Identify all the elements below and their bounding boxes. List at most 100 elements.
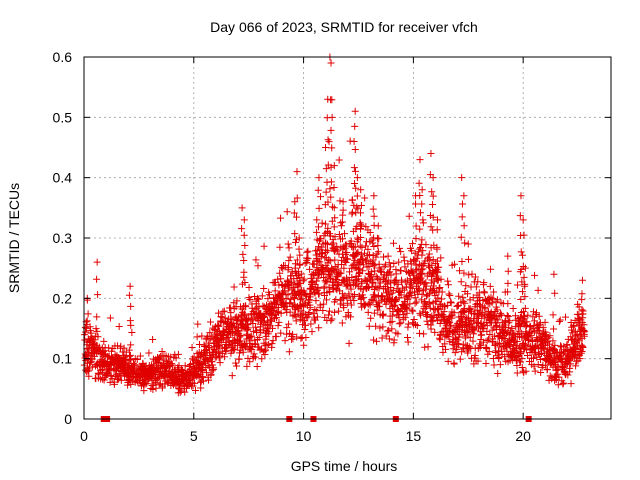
data-point [277,309,285,317]
data-point [245,294,253,302]
data-point [276,243,284,251]
data-point [284,266,292,274]
data-point [545,340,553,348]
data-point [116,372,124,380]
data-point [262,346,270,354]
data-point [388,312,396,320]
data-point [220,353,228,361]
data-point [300,303,308,311]
data-point [284,240,292,248]
data-point [247,332,255,340]
data-point [408,240,416,248]
data-point [364,245,372,253]
data-point [429,256,437,264]
data-point [316,237,324,245]
x-tick-label: 10 [296,428,312,444]
data-point [426,304,434,312]
data-point [405,212,413,220]
data-point [418,186,426,194]
data-point [301,326,309,334]
data-point [575,311,583,319]
data-point [88,363,96,371]
data-point [328,315,336,323]
data-point [549,337,557,345]
data-point [411,257,419,265]
data-point [505,324,513,332]
data-point [335,280,343,288]
data-point [292,306,300,314]
data-point [509,304,517,312]
data-point [295,245,303,253]
data-point [209,365,217,373]
data-point [426,313,434,321]
data-point [465,307,473,315]
data-point [493,306,501,314]
data-point [444,281,452,289]
data-point [148,382,156,390]
data-point [578,325,586,333]
data-point [549,311,557,319]
data-point [408,247,416,255]
data-point [289,284,297,292]
data-point [361,194,369,202]
data-point [472,283,480,291]
data-point [350,201,358,209]
data-point [145,349,153,357]
data-point [369,205,377,213]
data-point [94,291,102,299]
data-point [330,162,338,170]
data-point [415,245,423,253]
data-point [358,243,366,251]
data-point [518,355,526,363]
data-point [265,340,273,348]
data-point [287,335,295,343]
data-point [408,306,416,314]
data-point [518,288,526,296]
data-point [384,287,392,295]
data-point [353,203,361,211]
data-point [433,245,441,253]
data-point [512,342,520,350]
data-point [347,313,355,321]
data-point [313,277,321,285]
data-point [266,291,274,299]
data-point [356,255,364,263]
data-point [460,192,468,200]
data-point [447,299,455,307]
data-point [336,287,344,295]
data-point [241,278,249,286]
data-point [437,254,445,262]
data-point [453,345,461,353]
data-point [408,268,416,276]
data-point [349,251,357,259]
data-point [85,372,93,380]
data-point [175,362,183,370]
data-point [386,268,394,276]
data-point [433,268,441,276]
data-point [337,222,345,230]
data-point [314,274,322,282]
data-point [412,222,420,230]
data-point [444,357,452,365]
data-point [337,219,345,227]
data-point [285,257,293,265]
data-point [219,308,227,316]
data-point [559,349,567,357]
data-point [450,309,458,317]
data-point [238,225,246,233]
data-point [269,303,277,311]
data-point [335,230,343,238]
data-point [114,376,122,384]
data-point [374,222,382,230]
data-point [249,319,257,327]
data-point [422,241,430,249]
data-point [531,367,539,375]
data-point [266,317,274,325]
chart-title: Day 066 of 2023, SRMTID for receiver vfc… [210,19,478,35]
data-point [567,360,575,368]
data-point [127,341,135,349]
data-point [397,267,405,275]
data-point [314,266,322,274]
data-point [374,274,382,282]
data-point [315,174,323,182]
